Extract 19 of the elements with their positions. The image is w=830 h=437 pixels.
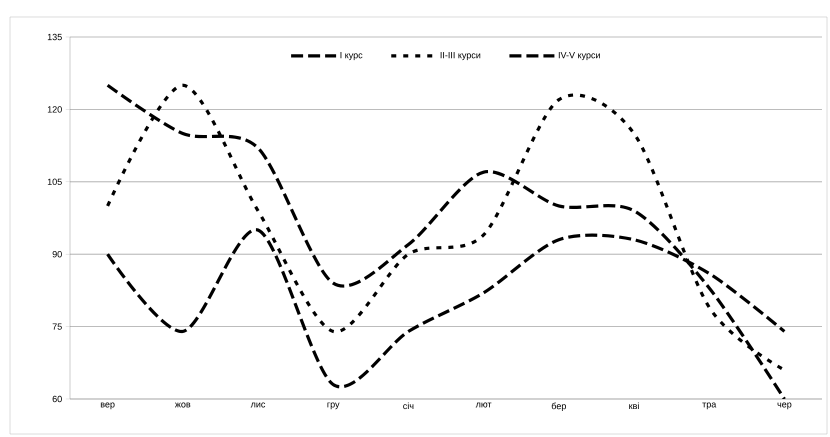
x-tick-label: жов	[174, 402, 190, 408]
x-tick-label: січ	[403, 402, 414, 410]
x-tick-label: тра	[702, 402, 716, 410]
x-tick-label: кві	[629, 402, 639, 410]
legend-label: IV-V курси	[558, 52, 600, 60]
y-tick-label: 135	[48, 34, 62, 40]
x-tick-label: бер	[552, 402, 566, 411]
y-tick-label: 120	[48, 106, 62, 113]
x-tick-label: лют	[476, 402, 492, 408]
y-tick-label: 90	[52, 251, 62, 258]
y-tick-label: 75	[52, 323, 62, 330]
y-tick-label: 60	[52, 396, 62, 402]
legend-label: I курс	[340, 52, 362, 60]
y-tick-label: 105	[48, 178, 62, 185]
x-tick-label: лис	[250, 402, 266, 408]
x-tick-label: вер	[100, 402, 115, 410]
x-tick-label: гру	[327, 402, 340, 410]
legend-label: II-III курси	[440, 52, 480, 60]
x-tick-label: чер	[778, 402, 792, 410]
